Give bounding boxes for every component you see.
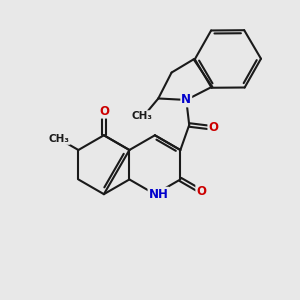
Text: NH: NH [148, 188, 168, 201]
Text: O: O [99, 105, 109, 118]
Text: O: O [196, 185, 206, 198]
Text: N: N [181, 93, 191, 106]
Text: CH₃: CH₃ [132, 111, 153, 121]
Text: CH₃: CH₃ [49, 134, 70, 144]
Text: O: O [208, 122, 218, 134]
